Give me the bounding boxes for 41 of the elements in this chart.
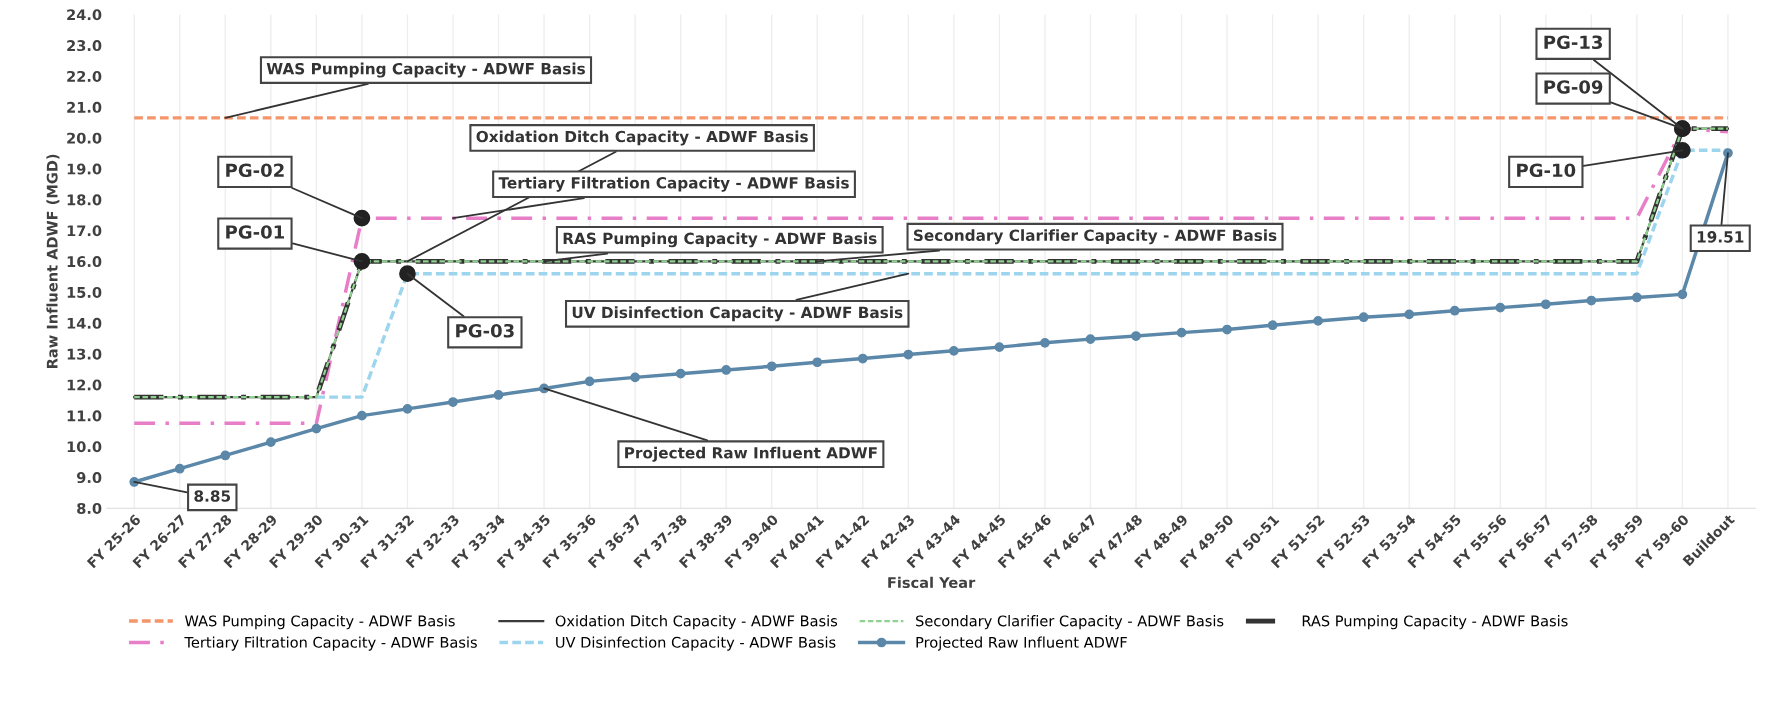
y-tick-label: 8.0 bbox=[77, 502, 102, 514]
annotation: WAS Pumping Capacity - ADWF Basis bbox=[266, 62, 585, 78]
y-tick-label: 19.0 bbox=[67, 163, 102, 175]
y-tick-label: 21.0 bbox=[67, 101, 102, 113]
y-tick-label: 24.0 bbox=[67, 9, 102, 21]
y-tick-label: 14.0 bbox=[67, 317, 102, 329]
y-tick-label: 18.0 bbox=[67, 194, 102, 206]
annotation: PG-10 bbox=[1517, 163, 1576, 178]
annotation: UV Disinfection Capacity - ADWF Basis bbox=[572, 306, 903, 322]
legend-label: RAS Pumping Capacity - ADWF Basis bbox=[1302, 615, 1568, 630]
x-axis-title: Fiscal Year bbox=[888, 576, 976, 589]
annotation: PG-01 bbox=[226, 225, 284, 239]
y-tick-label: 23.0 bbox=[67, 40, 102, 52]
annotation: Tertiary Filtration Capacity - ADWF Basis bbox=[498, 176, 849, 192]
legend-label: Projected Raw Influent ADWF bbox=[916, 636, 1127, 651]
legend-label: Tertiary Filtration Capacity - ADWF Basis bbox=[184, 636, 477, 651]
annotation: RAS Pumping Capacity - ADWF Basis bbox=[563, 232, 877, 248]
annotation: PG-02 bbox=[226, 163, 284, 178]
annotation: Secondary Clarifier Capacity - ADWF Basis bbox=[913, 229, 1277, 245]
y-tick-label: 13.0 bbox=[67, 348, 102, 360]
y-tick-label: 11.0 bbox=[67, 410, 102, 422]
annotation: PG-13 bbox=[1544, 35, 1603, 50]
annotation: PG-09 bbox=[1544, 80, 1603, 94]
y-tick-label: 16.0 bbox=[67, 256, 102, 268]
annotation: Projected Raw Influent ADWF bbox=[625, 446, 877, 462]
legend-label: UV Disinfection Capacity - ADWF Basis bbox=[556, 636, 836, 651]
y-axis-title: Raw Influent ADWF (MGD) bbox=[46, 154, 60, 368]
legend-label: WAS Pumping Capacity - ADWF Basis bbox=[184, 615, 455, 630]
y-tick-label: 17.0 bbox=[67, 225, 102, 237]
annotation: Oxidation Ditch Capacity - ADWF Basis bbox=[476, 130, 808, 146]
y-tick-label: 22.0 bbox=[67, 70, 102, 82]
y-tick-label: 10.0 bbox=[67, 441, 102, 453]
legend-label: Secondary Clarifier Capacity - ADWF Basis bbox=[916, 615, 1224, 630]
y-tick-label: 20.0 bbox=[67, 132, 102, 144]
y-tick-label: 9.0 bbox=[76, 472, 102, 484]
annotation: 19.51 bbox=[1697, 231, 1744, 243]
legend-label: Oxidation Ditch Capacity - ADWF Basis bbox=[555, 615, 838, 630]
y-tick-label: 15.0 bbox=[67, 286, 102, 298]
annotation: 8.85 bbox=[194, 490, 231, 502]
y-tick-label: 12.0 bbox=[67, 379, 102, 391]
annotation: PG-03 bbox=[456, 323, 514, 338]
